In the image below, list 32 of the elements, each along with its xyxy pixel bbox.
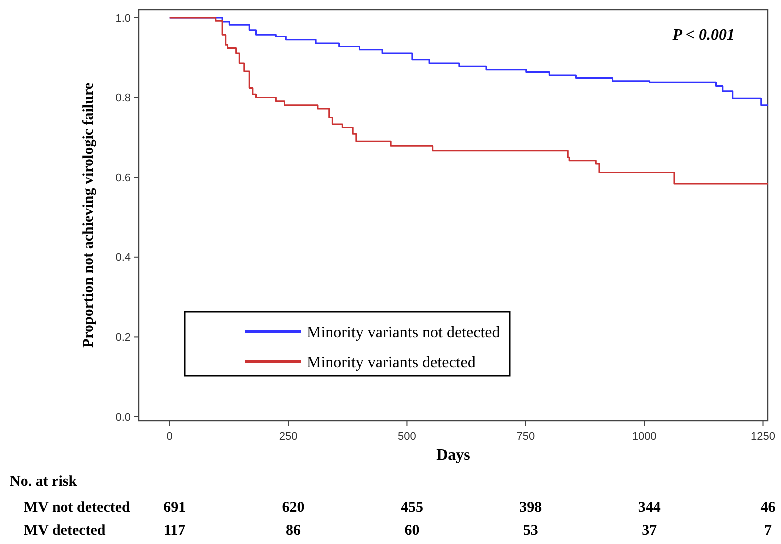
text: 691 [164, 500, 186, 516]
legend-label: Minority variants not detected [307, 324, 500, 342]
text: MV not detected [24, 500, 132, 516]
y-axis-title: Proportion not achieving virologic failure [81, 82, 97, 348]
y-tick-label: 0.4 [116, 252, 131, 264]
x-axis-title: Days [436, 447, 470, 464]
text: 344 [638, 500, 662, 516]
text: 398 [520, 500, 542, 516]
x-tick-label: 1000 [632, 431, 657, 443]
legend-label: Minority variants detected [307, 354, 476, 372]
text: 7 [764, 523, 773, 539]
x-tick-label: 1250 [751, 431, 776, 443]
text: 620 [282, 500, 305, 516]
x-tick-label: 0 [166, 431, 173, 443]
text: No. at risk [10, 474, 78, 490]
y-tick-label: 0.6 [116, 172, 131, 184]
text: 455 [400, 500, 424, 516]
text: 86 [286, 523, 302, 539]
y-tick-label: 0.2 [116, 332, 131, 344]
text: 46 [760, 500, 776, 516]
text: 37 [642, 523, 658, 539]
text: 53 [523, 523, 538, 539]
x-tick-label: 500 [398, 431, 416, 443]
x-tick-label: 750 [516, 431, 536, 443]
x-tick-label: 250 [279, 431, 298, 443]
y-tick-label: 0.8 [116, 92, 131, 105]
text: 117 [164, 523, 186, 539]
y-tick-label: 1.0 [116, 12, 131, 25]
annotation: P < 0.001 [672, 27, 735, 44]
text: 60 [404, 523, 420, 539]
y-tick-label: 0.0 [116, 412, 131, 424]
text: MV detected [24, 523, 106, 539]
